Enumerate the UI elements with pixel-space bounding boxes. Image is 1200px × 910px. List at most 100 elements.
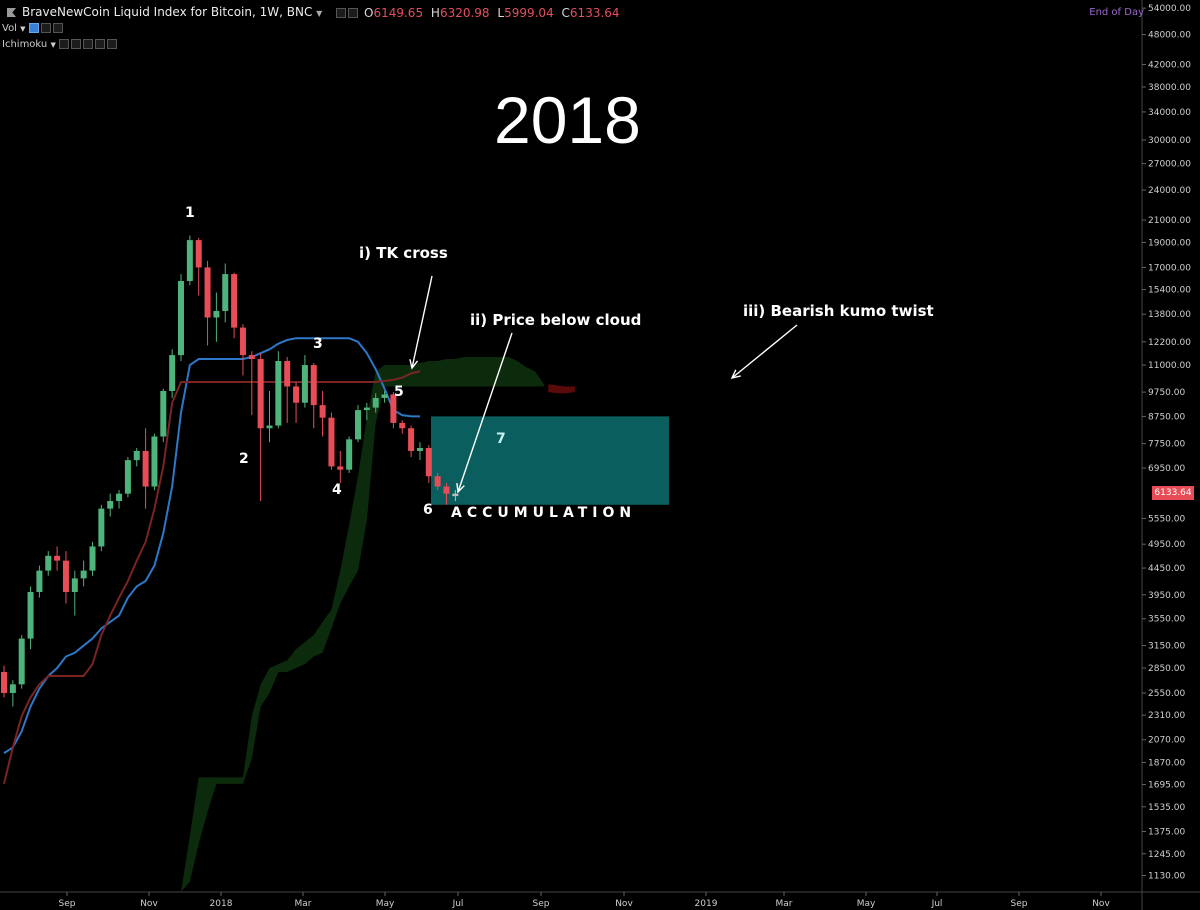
wave-label-1: 1 bbox=[185, 205, 195, 221]
candle bbox=[54, 546, 61, 571]
candle-body bbox=[116, 493, 123, 502]
chevron-down-icon[interactable]: ▼ bbox=[316, 9, 323, 18]
candle-body bbox=[186, 240, 193, 282]
x-tick-label: May bbox=[376, 899, 395, 909]
x-tick-label: Mar bbox=[776, 899, 793, 909]
candle bbox=[213, 292, 220, 342]
candle bbox=[231, 272, 238, 339]
candle-body bbox=[337, 466, 344, 470]
candle bbox=[62, 551, 69, 604]
candle bbox=[239, 324, 246, 376]
candle bbox=[151, 433, 158, 491]
symbol-title-text: BraveNewCoin Liquid Index for Bitcoin, 1… bbox=[22, 5, 313, 19]
candle bbox=[36, 565, 43, 598]
candle bbox=[293, 381, 300, 423]
y-tick-label: 3150.00 bbox=[1148, 642, 1185, 652]
eye-icon[interactable] bbox=[28, 23, 39, 33]
candle-body bbox=[9, 684, 16, 693]
y-tick-label: 13800.00 bbox=[1148, 310, 1191, 320]
candle-body bbox=[443, 486, 450, 494]
open-value: 6149.65 bbox=[373, 6, 424, 20]
candle-body bbox=[284, 361, 291, 387]
y-tick-label: 38000.00 bbox=[1148, 83, 1191, 93]
candle bbox=[425, 445, 432, 484]
chevron-down-icon[interactable]: ▼ bbox=[50, 41, 56, 49]
accumulation-label: ACCUMULATION bbox=[451, 505, 637, 521]
candle bbox=[390, 392, 397, 429]
y-tick-label: 24000.00 bbox=[1148, 186, 1191, 196]
candle-body bbox=[434, 476, 441, 487]
candle bbox=[266, 390, 273, 443]
y-tick-label: 1375.00 bbox=[1148, 828, 1185, 838]
candle bbox=[98, 504, 105, 552]
candle bbox=[116, 490, 123, 509]
year-annotation: 2018 bbox=[494, 83, 641, 157]
close-key: C bbox=[561, 6, 570, 20]
candle-body bbox=[62, 560, 69, 592]
candle-body bbox=[54, 555, 61, 561]
y-tick-label: 27000.00 bbox=[1148, 160, 1191, 170]
x-tick-label: May bbox=[857, 899, 876, 909]
candle bbox=[248, 351, 255, 416]
x-tick-label: Sep bbox=[59, 899, 76, 909]
low-value: 5999.04 bbox=[504, 6, 554, 20]
y-tick-label: 3950.00 bbox=[1148, 591, 1185, 601]
candle bbox=[275, 351, 282, 429]
x-tick-label: Nov bbox=[615, 899, 633, 909]
wave-label-3: 3 bbox=[313, 336, 323, 352]
symbol-title[interactable]: BraveNewCoin Liquid Index for Bitcoin, 1… bbox=[22, 5, 360, 19]
candle bbox=[416, 442, 423, 461]
close-icon[interactable] bbox=[52, 23, 63, 33]
candle-body bbox=[301, 365, 308, 403]
wave-label-2: 2 bbox=[239, 451, 249, 467]
arrow-shaft bbox=[457, 332, 513, 493]
candle-body bbox=[310, 365, 317, 406]
candle bbox=[1, 665, 7, 698]
candle bbox=[195, 237, 202, 296]
y-tick-label: 4950.00 bbox=[1148, 540, 1185, 550]
candle bbox=[178, 274, 184, 362]
settings-icon[interactable] bbox=[71, 39, 82, 49]
x-tick-label: Nov bbox=[1092, 899, 1110, 909]
candle-body bbox=[363, 407, 370, 411]
candle bbox=[222, 263, 229, 323]
indicator-vol-label: Vol bbox=[2, 23, 17, 34]
y-tick-label: 48000.00 bbox=[1148, 31, 1191, 41]
settings-icon[interactable] bbox=[347, 7, 358, 18]
candle-body bbox=[36, 570, 43, 592]
eye-icon[interactable] bbox=[59, 39, 70, 49]
arrow-shaft bbox=[411, 275, 433, 369]
candle bbox=[27, 586, 34, 650]
candle-body bbox=[169, 355, 176, 391]
tk-cross-arrow bbox=[409, 275, 433, 370]
y-tick-label: 1870.00 bbox=[1148, 759, 1185, 769]
close-icon[interactable] bbox=[107, 39, 118, 49]
add-icon[interactable] bbox=[95, 39, 106, 49]
price-below-cloud-annotation: ii) Price below cloud bbox=[470, 311, 642, 329]
wave-label-4: 4 bbox=[332, 482, 342, 498]
y-tick-label: 9750.00 bbox=[1148, 388, 1185, 398]
y-tick-label: 2310.00 bbox=[1148, 711, 1185, 721]
candle-body bbox=[372, 397, 379, 408]
y-tick-label: 12200.00 bbox=[1148, 338, 1191, 348]
candle bbox=[381, 390, 388, 403]
y-tick-label: 54000.00 bbox=[1148, 4, 1191, 14]
candle bbox=[124, 457, 131, 498]
candle bbox=[452, 490, 459, 502]
candle bbox=[399, 420, 406, 434]
tenkan-line bbox=[3, 370, 421, 785]
candle-body bbox=[133, 450, 140, 461]
source-icon[interactable] bbox=[83, 39, 94, 49]
x-tick-label: Sep bbox=[533, 899, 550, 909]
settings-icon[interactable] bbox=[40, 23, 51, 33]
y-tick-label: 2070.00 bbox=[1148, 736, 1185, 746]
indicator-row-vol[interactable]: Vol ▼ bbox=[2, 23, 65, 34]
candle bbox=[363, 402, 370, 421]
eye-icon[interactable] bbox=[335, 7, 346, 18]
candle-body bbox=[239, 327, 246, 356]
chevron-down-icon[interactable]: ▼ bbox=[20, 25, 26, 33]
indicator-row-ichimoku[interactable]: Ichimoku ▼ bbox=[2, 39, 119, 50]
candle-body bbox=[425, 448, 432, 477]
close-value: 6133.64 bbox=[569, 6, 620, 20]
